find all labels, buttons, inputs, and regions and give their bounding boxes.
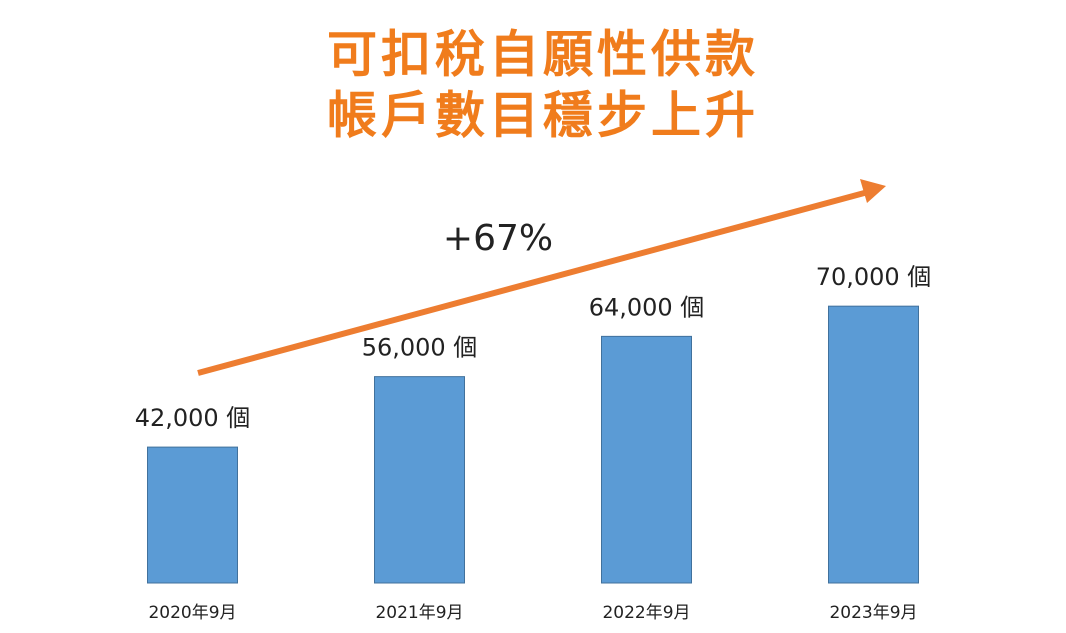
annotation: +67% (443, 218, 553, 259)
x-tick-label: 2020年9月 (148, 603, 236, 623)
chart-title: 可扣稅自願性供款 (327, 26, 759, 84)
data-label: 56,000 個 (362, 334, 478, 362)
data-label: 70,000 個 (816, 263, 932, 291)
x-tick-label: 2022年9月 (602, 603, 690, 623)
trend-arrow (197, 189, 869, 376)
bar (147, 446, 238, 584)
chart-title: 帳戶數目穩步上升 (327, 87, 759, 145)
data-label: 42,000 個 (135, 404, 251, 432)
bar (374, 376, 465, 584)
bar (828, 305, 919, 584)
bar (601, 335, 692, 584)
x-tick-label: 2021年9月 (375, 603, 463, 623)
arrow-head (860, 179, 886, 203)
data-label: 64,000 個 (589, 293, 705, 321)
x-tick-label: 2023年9月 (829, 603, 917, 623)
